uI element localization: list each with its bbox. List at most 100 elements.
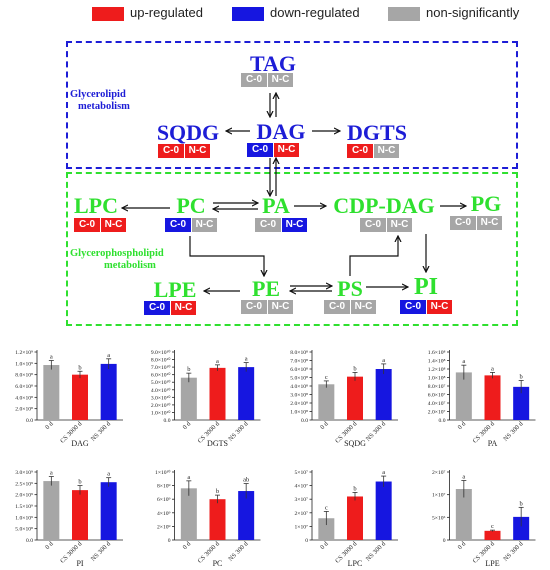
chart-dgts-ytick-label: 9.0×10¹⁰ — [151, 349, 171, 356]
chart-dag-ytick-label: 6.0×10⁸ — [15, 384, 33, 390]
chart-dgts-ytick-label: 4.0×10¹⁰ — [151, 387, 171, 394]
chart-pc-ytick-label: 0 — [168, 538, 171, 544]
chart-lpe-sig-letter-2: b — [520, 500, 523, 507]
chart-dgts-sig-letter-2: a — [245, 356, 248, 363]
chart-pc-sig-letter-2: ab — [243, 477, 249, 484]
chart-dgts-category-label-2: NS 300 d — [227, 420, 250, 443]
chart-dgts-ytick-label: 3.0×10¹⁰ — [151, 394, 171, 401]
status-lpe-c0: C-0 — [144, 301, 170, 315]
chart-lpc-ytick-label: 0 — [305, 538, 308, 544]
glycerolipid-region — [66, 41, 518, 169]
status-pg-nc: N-C — [476, 216, 502, 230]
chart-pi-bar-2 — [100, 482, 117, 540]
status-dgts-nc: N-C — [373, 144, 399, 158]
chart-pc-ytick-label: 6×10⁹ — [157, 497, 171, 503]
chart-pc-ytick-label: 1×10¹⁰ — [155, 469, 171, 476]
bar-charts: 0.0 2.0×10⁸ 4.0×10⁸ 6.0×10⁸ 8.0×10⁸ 1.0×10⁹ 1.… — [15, 349, 536, 568]
chart-lpe-ytick-label: 1×10⁷ — [432, 493, 446, 499]
chart-pa-ytick-label: 1.4×10⁸ — [428, 359, 446, 365]
chart-lpc-bar-0 — [318, 518, 335, 540]
chart-sqdg-category-label-2: NS 300 d — [365, 420, 388, 443]
status-dgts-c0: C-0 — [347, 144, 373, 158]
chart-dag-bar-2 — [100, 363, 117, 420]
chart-pc-xlabel: PC — [213, 559, 223, 568]
chart-sqdg-bar-0 — [318, 384, 335, 420]
glycerophospholipid-region — [66, 172, 518, 326]
status-tag-nc: N-C — [267, 73, 293, 87]
chart-pa-bar-1 — [484, 375, 501, 420]
chart-lpc-sig-letter-1: b — [353, 485, 356, 492]
status-pa: C-0 N-C — [255, 218, 307, 232]
chart-dgts-ytick-label: 1.0×10¹⁰ — [151, 409, 171, 416]
lipid-tag: TAG — [249, 51, 297, 76]
status-pg-c0: C-0 — [450, 216, 476, 230]
chart-pa-ytick-label: 0.0 — [439, 418, 446, 424]
chart-dgts-ytick-label: 5.0×10¹⁰ — [151, 379, 171, 386]
status-pi-nc: N-C — [426, 300, 452, 314]
status-cdpdag: C-0 N-C — [360, 218, 412, 232]
status-lpe: C-0 N-C — [144, 301, 196, 315]
status-pe-nc: N-C — [267, 300, 293, 314]
status-pi-c0: C-0 — [400, 300, 426, 314]
chart-lpc-ytick-label: 5×10⁷ — [295, 470, 309, 476]
chart-sqdg-sig-letter-0: c — [325, 374, 328, 381]
lipid-lpe: LPE — [153, 277, 197, 302]
chart-lpe-ytick-label: 5×10⁶ — [432, 515, 446, 521]
chart-lpc-category-label-2: NS 300 d — [365, 540, 388, 563]
status-pa-c0: C-0 — [255, 218, 281, 232]
lipid-dag: DAG — [256, 119, 306, 144]
chart-pa-sig-letter-2: b — [520, 373, 523, 380]
chart-sqdg-bar-2 — [375, 369, 392, 420]
chart-pa-ytick-label: 1.0×10⁸ — [428, 376, 446, 382]
status-ps-nc: N-C — [350, 300, 376, 314]
chart-sqdg-sig-letter-1: b — [353, 365, 356, 372]
chart-dag-category-label-0: 0 d — [44, 420, 55, 431]
chart-lpc-ytick-label: 2×10⁷ — [295, 511, 309, 517]
chart-pa-sig-letter-0: a — [462, 358, 465, 365]
status-lpe-nc: N-C — [170, 301, 196, 315]
lipid-ps: PS — [337, 276, 363, 301]
glycerophospholipid-label: Glycerophospholipid metabolism — [70, 248, 164, 271]
chart-lpe-sig-letter-1: c — [491, 523, 494, 530]
chart-sqdg-ytick-label: 3.0×10⁸ — [290, 393, 308, 399]
chart-dag-ytick-label: 1.2×10⁹ — [15, 350, 33, 356]
chart-dag-sig-letter-1: b — [78, 364, 81, 371]
chart-pa-ytick-label: 1.6×10⁸ — [428, 350, 446, 356]
chart-lpc-bar-2 — [375, 481, 392, 540]
status-cdpdag-nc: N-C — [386, 218, 412, 232]
status-cdpdag-c0: C-0 — [360, 218, 386, 232]
legend-label-ns: non-significantly — [426, 5, 520, 20]
chart-dgts-ytick-label: 7.0×10¹⁰ — [151, 364, 171, 371]
chart-dgts-ytick-label: 0.0 — [164, 418, 171, 424]
chart-pa-category-label-0: 0 d — [457, 420, 468, 431]
status-lpc: C-0 N-C — [74, 218, 126, 232]
chart-pc-bar-1 — [209, 499, 226, 540]
lipid-cdpdag: CDP-DAG — [333, 193, 435, 218]
chart-pc-ytick-label: 8×10⁹ — [157, 484, 171, 490]
chart-dag-sig-letter-2: a — [107, 352, 110, 359]
status-sqdg-nc: N-C — [184, 144, 210, 158]
chart-sqdg-bar-1 — [347, 376, 363, 420]
chart-pi-ytick-label: 1.0×10⁹ — [15, 515, 33, 521]
chart-pa-xlabel: PA — [488, 439, 498, 448]
chart-pa-ytick-label: 2.0×10⁷ — [428, 410, 446, 416]
status-tag: C-0 N-C — [241, 73, 293, 87]
lipid-pe: PE — [251, 276, 281, 301]
status-ps: C-0 N-C — [324, 300, 376, 314]
chart-dgts-bar-1 — [209, 367, 226, 420]
status-dag-nc: N-C — [273, 143, 299, 157]
chart-lpc-ytick-label: 3×10⁷ — [295, 497, 309, 503]
lipid-pa: PA — [262, 193, 290, 218]
chart-pa-bar-2 — [513, 386, 530, 420]
chart-dag-bar-1 — [72, 374, 88, 420]
chart-dag-ytick-label: 4.0×10⁸ — [15, 395, 33, 401]
chart-dag-sig-letter-0: a — [50, 354, 53, 361]
chart-pc-sig-letter-1: b — [216, 488, 219, 495]
status-pc: C-0 N-C — [165, 218, 217, 232]
chart-pi-sig-letter-2: a — [107, 471, 110, 478]
chart-sqdg-ytick-label: 0.0 — [301, 418, 308, 424]
status-sqdg: C-0 N-C — [158, 144, 210, 158]
chart-pa-category-label-2: NS 300 d — [502, 420, 525, 443]
chart-pi-category-label-0: 0 d — [44, 540, 55, 551]
chart-sqdg-ytick-label: 6.0×10⁸ — [290, 367, 308, 373]
